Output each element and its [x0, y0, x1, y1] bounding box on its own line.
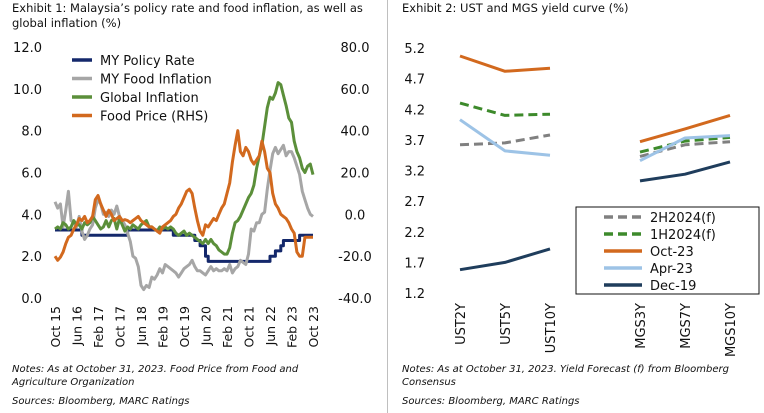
exhibit-1-panel: Exhibit 1: Malaysia’s policy rate and fo… [12, 1, 372, 407]
y-tick-label: 2.7 [404, 195, 425, 210]
series-line-oct-23-ust [459, 54, 551, 73]
x-tick-label: MGS10Y [724, 303, 739, 357]
x-tick-label: Feb 19 [156, 306, 171, 348]
x-tick-label: Jun 22 [263, 306, 278, 346]
exhibit-2-chart: 1.2 1.7 2.2 2.7 3.2 3.7 4.2 4.7 5.2 UST2Y UST5Y UST… [404, 42, 760, 357]
y-tick-label-left: 4.0 [21, 208, 42, 223]
x-tick-label: Jun 20 [199, 306, 214, 346]
series-line-food-price-rhs- [53, 129, 313, 262]
series-line-global-inflation [54, 81, 315, 256]
y-tick-label-left: 6.0 [21, 167, 42, 182]
y-tick-label-left: 8.0 [21, 125, 42, 140]
legend-label: 1H2024(f) [650, 228, 716, 243]
y-tick-label: 2.2 [404, 226, 425, 241]
x-tick-label: Oct 15 [48, 306, 63, 348]
y-tick-label-left: 12.0 [13, 41, 42, 56]
x-tick-label: Feb 23 [285, 306, 300, 348]
legend-label: MY Food Inflation [100, 73, 212, 88]
x-tick-label: MGS3Y [634, 303, 649, 349]
x-tick-label: Oct 21 [242, 306, 257, 348]
y-tick-label: 1.2 [404, 287, 425, 302]
legend-label: Dec-19 [650, 279, 696, 294]
y-tick-label-right: 40.0 [341, 125, 370, 140]
exhibit-2-sources: Sources: Bloomberg, MARC Ratings [402, 396, 580, 407]
x-tick-label: UST2Y [454, 303, 469, 345]
y-tick-label-left: 10.0 [13, 83, 42, 98]
y-tick-label: 3.7 [404, 134, 425, 149]
y-tick-label-left: 2.0 [21, 250, 42, 265]
y-tick-label-right: 60.0 [341, 83, 370, 98]
exhibit-2-panel: Exhibit 2: UST and MGS yield curve (%) 1… [390, 0, 764, 413]
series-line-2h2024-f--ust [459, 133, 551, 147]
y-tick-label-right: 80.0 [341, 41, 370, 56]
exhibit-1-chart: 0.0 2.0 4.0 6.0 8.0 10.0 12.0 -40.0 -20.0 0.0 20.0… [13, 41, 372, 348]
y-tick-label-right: -20.0 [338, 250, 372, 265]
x-tick-label: Oct 23 [306, 306, 321, 348]
x-tick-label: Oct 17 [113, 306, 128, 348]
y-tick-label: 4.2 [404, 103, 425, 118]
series-line-dec-19-ust [459, 247, 551, 272]
legend-label: Food Price (RHS) [100, 110, 208, 125]
panel-divider [387, 0, 388, 413]
series-line-oct-23-mgs [639, 113, 731, 144]
y-tick-label-right: 20.0 [341, 167, 370, 182]
exhibit-2-notes-line-1: Notes: As at October 31, 2023. Yield For… [402, 364, 729, 375]
exhibit-1-notes-line-1: Notes: As at October 31, 2023. Food Pric… [12, 364, 299, 375]
exhibit-1-notes-line-2: Agriculture Organization [12, 377, 135, 388]
series-line-apr-23-mgs [639, 134, 731, 163]
legend-label: Oct-23 [650, 245, 694, 260]
x-tick-label: Jun 16 [70, 306, 85, 346]
y-tick-label-right: 0.0 [345, 208, 366, 223]
x-tick-label: MGS7Y [679, 303, 694, 349]
x-tick-label: Jun 18 [134, 306, 149, 346]
x-tick-label: UST10Y [544, 303, 559, 353]
y-tick-label-left: 0.0 [21, 292, 42, 307]
series-line-dec-19-mgs [639, 160, 731, 183]
y-tick-label: 5.2 [404, 42, 425, 57]
y-tick-label: 3.2 [404, 165, 425, 180]
y-tick-label-right: -40.0 [338, 292, 372, 307]
exhibit-1-title: Exhibit 1: Malaysia’s policy rate and fo… [12, 1, 363, 30]
legend-label: Global Inflation [100, 91, 199, 106]
x-tick-label: UST5Y [499, 303, 514, 345]
exhibit-2-title: Exhibit 2: UST and MGS yield curve (%) [402, 1, 629, 15]
series-line-apr-23-ust [459, 118, 551, 157]
exhibit-2-notes-line-2: Consensus [402, 377, 456, 388]
y-tick-label: 4.7 [404, 73, 425, 88]
legend-label: 2H2024(f) [650, 211, 716, 226]
x-tick-label: Oct 19 [177, 306, 192, 348]
y-tick-label: 1.7 [404, 256, 425, 271]
exhibit-1-sources: Sources: Bloomberg, MARC Ratings [12, 396, 190, 407]
legend-label: Apr-23 [650, 262, 693, 277]
legend-label: MY Policy Rate [100, 54, 195, 69]
series-line-1h2024-f--mgs [639, 135, 731, 154]
x-tick-label: Feb 21 [220, 306, 235, 348]
series-line-1h2024-f--ust [459, 101, 551, 117]
x-tick-label: Feb 17 [91, 306, 106, 348]
series-line-my-policy-rate [55, 228, 313, 263]
